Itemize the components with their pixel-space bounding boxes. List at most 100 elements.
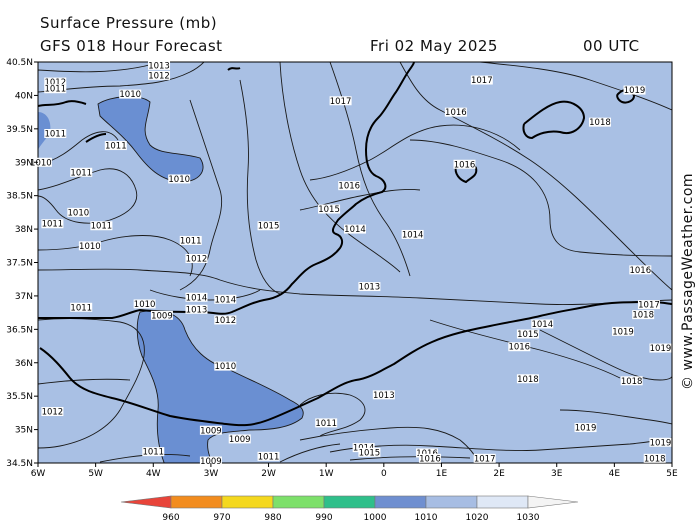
- forecast-time: 00 UTC: [583, 37, 640, 55]
- isobar-label: 1017: [474, 454, 496, 464]
- isobar-label: 1013: [148, 61, 170, 71]
- scale-segment: [170, 495, 223, 509]
- forecast-label: GFS 018 Hour Forecast: [40, 37, 223, 55]
- isobar-label-bg: [67, 207, 90, 217]
- isobar-label-bg: [315, 418, 338, 428]
- isobar-label-bg: [133, 299, 156, 309]
- isobar-label-bg: [612, 326, 635, 336]
- isobar-label: 1013: [359, 283, 381, 293]
- isobar-label: 1010: [79, 242, 101, 252]
- map-axes: 40.5N 40N 39.5N 39N 38.5N 38N 37.5N 37N 36.5N 36N…: [6, 58, 678, 479]
- lat-tick-label: 40.5N: [6, 58, 33, 68]
- isobar-label: 1011: [44, 130, 66, 140]
- isobar-label-bg: [78, 241, 101, 251]
- isobar-label-bg: [150, 310, 173, 320]
- site-credit: © www.PassageWeather.com: [680, 172, 696, 390]
- isobar-label-bg: [185, 253, 208, 263]
- isobar-label-bg: [70, 302, 93, 312]
- lat-tick-label: 37N: [15, 292, 33, 302]
- lon-tick-label: 3E: [551, 469, 563, 479]
- isobar-label-bg: [228, 434, 251, 444]
- isobar-label-bg: [531, 319, 554, 329]
- isobar-label-bg: [588, 117, 611, 127]
- isobar-label-bg: [104, 141, 127, 151]
- isobar-label-bg: [649, 343, 672, 353]
- isobar-label-bg: [416, 448, 439, 458]
- isobar-label: 1016: [508, 343, 530, 353]
- lon-tick-label: 0: [381, 469, 387, 479]
- isobar-label-bg: [214, 294, 237, 304]
- isobar-label-bg: [473, 453, 496, 463]
- map-title: Surface Pressure (mb): [40, 14, 218, 32]
- isobar-label: 1010: [30, 158, 52, 168]
- isobar-label: 1009: [200, 426, 222, 436]
- isobar-label-bg: [444, 107, 467, 117]
- isobar-label-bg: [620, 376, 643, 386]
- scale-tick-label: 1000: [364, 513, 387, 523]
- lat-tick-label: 35.5N: [6, 392, 33, 402]
- isobar-label: 1017: [330, 97, 352, 107]
- isobar-label: 1016: [419, 454, 441, 464]
- isobar-label: 1019: [650, 344, 672, 354]
- scale-tick-label: 1030: [517, 513, 540, 523]
- isobar-lines: [38, 62, 672, 463]
- isobar-label-bg: [643, 453, 666, 463]
- isobar-label-bg: [214, 361, 237, 371]
- isobar-label: 1016: [338, 182, 360, 192]
- isobar-label: 1011: [142, 448, 164, 458]
- isobar-label: 1011: [180, 236, 202, 246]
- isobar-label-bg: [44, 84, 67, 94]
- scale-segment: [221, 495, 274, 509]
- lon-tick-label: 2W: [261, 469, 276, 479]
- isobar-label-bg: [329, 96, 352, 106]
- lat-tick-label: 34.5N: [6, 459, 33, 469]
- isobar-label-bg: [358, 447, 381, 457]
- isobar-label: 1011: [258, 452, 280, 462]
- isobar-label-bg: [257, 221, 280, 231]
- lon-tick-label: 6W: [31, 469, 46, 479]
- isobar-label: 1012: [214, 316, 236, 326]
- lon-tick-label: 2E: [493, 469, 505, 479]
- isobar-label-bg: [338, 181, 361, 191]
- lon-tick-label: 5W: [88, 469, 103, 479]
- scale-segment: [374, 495, 427, 509]
- isobar-label: 1012: [42, 408, 64, 418]
- lat-tick-label: 40N: [15, 91, 33, 101]
- scale-tick-label: 1010: [415, 513, 438, 523]
- isobar-label-bg: [185, 304, 208, 314]
- isobar-label: 1015: [258, 222, 280, 232]
- isobar-label-bg: [257, 451, 280, 461]
- isobar-label: 1019: [650, 438, 672, 448]
- scale-low-arrow: [120, 495, 172, 509]
- isobar-label-bg: [623, 85, 646, 95]
- low-pressure-area-north: [97, 96, 204, 183]
- isobar-label: 1011: [70, 168, 92, 178]
- isobar-label: 1013: [186, 305, 208, 315]
- isobar-label: 1019: [624, 86, 646, 96]
- isobar-label-bg: [649, 437, 672, 447]
- isobar-label: 1014: [214, 295, 236, 305]
- isobar-label-bg: [41, 219, 64, 229]
- isobar-label: 1019: [575, 424, 597, 434]
- isobar-label-bg: [70, 167, 93, 177]
- isobar-label-bg: [344, 224, 366, 234]
- isobar-label-bg: [168, 174, 191, 184]
- isobar-label: 1016: [629, 266, 651, 276]
- isobar-label: 1014: [186, 293, 208, 303]
- scale-high-arrow: [527, 495, 579, 509]
- isobar-label: 1010: [214, 362, 236, 372]
- isobar-label: 1011: [105, 142, 127, 152]
- isobar-label-bg: [358, 282, 381, 292]
- lat-tick-label: 39N: [15, 158, 33, 168]
- isobar-label: 1011: [315, 419, 337, 429]
- isobar-label: 1015: [318, 205, 340, 215]
- isobar-label: 1017: [471, 76, 493, 86]
- isobar-label-bg: [41, 407, 64, 417]
- isobar-label-bg: [508, 342, 531, 352]
- scale-tick-label: 980: [264, 513, 281, 523]
- isobar-label: 1016: [445, 108, 467, 118]
- isobar-label-bg: [90, 221, 113, 231]
- isobar-label-bg: [470, 75, 493, 85]
- lat-tick-label: 36.5N: [6, 325, 33, 335]
